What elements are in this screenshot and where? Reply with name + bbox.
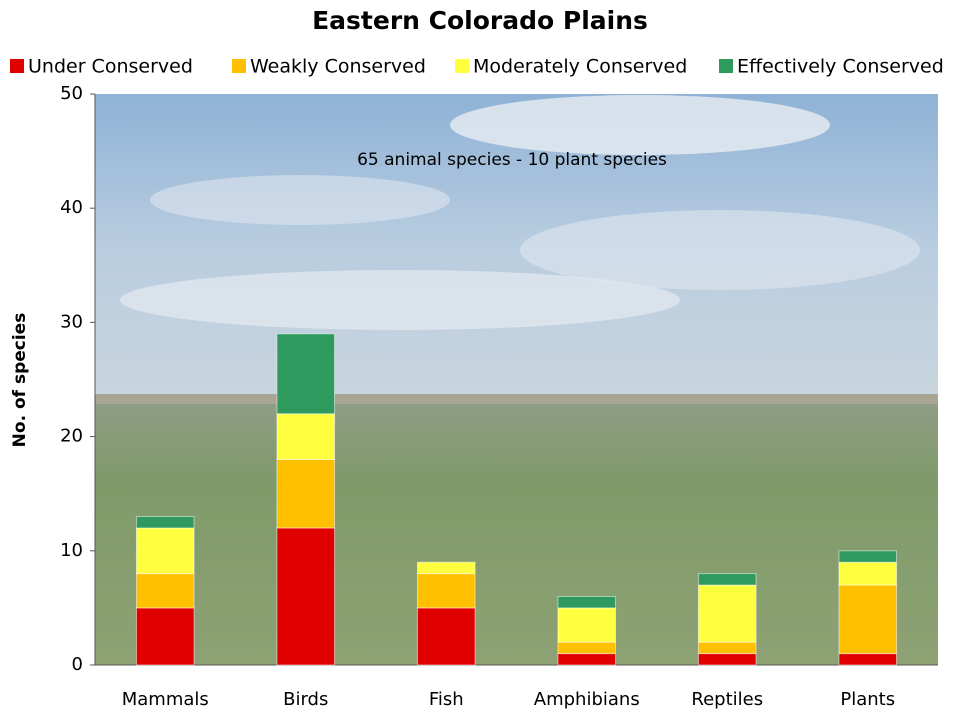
bar-segment (276, 333, 336, 415)
x-tick-label: Reptiles (691, 689, 763, 710)
plot-background (95, 94, 938, 665)
y-axis-label: No. of species (10, 313, 30, 448)
bar-segment (276, 527, 336, 666)
bar-segment (838, 550, 898, 563)
legend-label: Weakly Conserved (250, 56, 426, 78)
bar-segment (276, 413, 336, 460)
legend-swatch (455, 59, 469, 73)
legend-label: Effectively Conserved (737, 56, 944, 78)
bar-segment (697, 653, 757, 666)
x-tick-label: Mammals (122, 689, 209, 710)
bar-segment (135, 516, 195, 529)
legend-label: Moderately Conserved (473, 56, 687, 78)
annotation: 65 animal species - 10 plant species (357, 150, 667, 170)
bar-segment (135, 607, 195, 666)
y-tick-label: 30 (60, 311, 83, 332)
y-tick-label: 40 (60, 197, 83, 218)
y-tick-label: 10 (60, 540, 83, 561)
bar-segment (557, 641, 617, 655)
bar-segment (697, 573, 757, 586)
legend-swatch (232, 59, 246, 73)
bar-segment (697, 641, 757, 655)
bar-segment (276, 458, 336, 529)
bar-segment (135, 573, 195, 609)
y-tick-label: 20 (60, 426, 83, 447)
chart-title: Eastern Colorado Plains (312, 6, 648, 35)
bar-segment (557, 595, 617, 609)
legend-label: Under Conserved (28, 56, 193, 78)
bar-segment (557, 653, 617, 666)
x-tick-label: Birds (283, 689, 328, 710)
x-tick-label: Amphibians (534, 689, 640, 710)
x-tick-label: Plants (840, 689, 895, 710)
legend-swatch (719, 59, 733, 73)
bar-segment (416, 607, 476, 666)
bar-segment (838, 561, 898, 586)
x-tick-label: Fish (429, 689, 464, 710)
bar-segment (838, 653, 898, 666)
bar-segment (838, 584, 898, 655)
y-tick-label: 50 (60, 83, 83, 104)
bar-segment (416, 573, 476, 609)
bar-segment (697, 584, 757, 643)
legend-swatch (10, 59, 24, 73)
y-tick-label: 0 (72, 654, 83, 675)
bar-segment (135, 527, 195, 575)
bar-segment (557, 607, 617, 643)
bar-segment (416, 561, 476, 575)
